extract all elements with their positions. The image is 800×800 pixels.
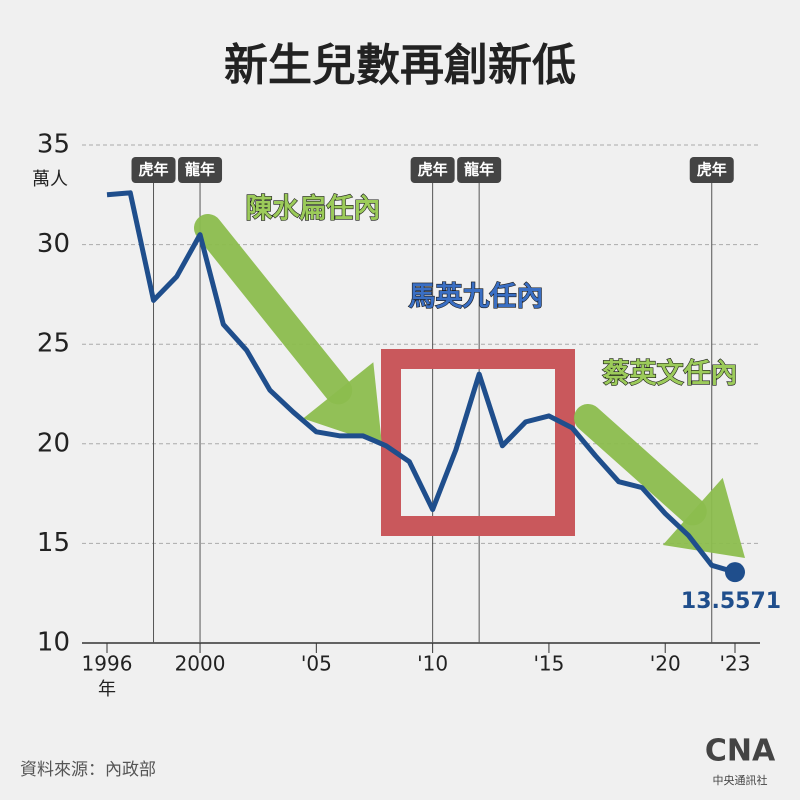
data-line xyxy=(106,190,736,575)
marker-label: 龍年 xyxy=(464,161,494,179)
period-box xyxy=(381,349,575,536)
x-tick-label: '15 xyxy=(533,652,564,676)
y-unit: 萬人 xyxy=(32,169,68,190)
value-label: 13.5571 xyxy=(681,589,781,614)
x-tick-label: '20 xyxy=(650,652,681,676)
logo: CNA xyxy=(705,734,776,769)
source: 資料來源：內政部 xyxy=(20,760,156,780)
x-tick-label: '05 xyxy=(301,652,332,676)
end-point xyxy=(725,562,745,583)
y-tick-label: 15 xyxy=(37,528,70,558)
chart-title: 新生兒數再創新低 xyxy=(224,40,576,91)
logo-label: 中央通訊社 xyxy=(713,773,768,787)
x-tick-label: '23 xyxy=(720,652,751,676)
period-label: 蔡英文任內 xyxy=(603,358,738,390)
arrow-head xyxy=(303,362,382,445)
marker-label: 虎年 xyxy=(697,161,727,179)
marker-box xyxy=(410,157,455,183)
y-tick-label: 35 xyxy=(37,130,70,160)
marker-label: 虎年 xyxy=(139,161,169,179)
marker-box xyxy=(131,157,176,183)
arrow-shaft xyxy=(194,214,353,405)
x-tick-label: 2000 xyxy=(175,652,226,676)
arrow-head xyxy=(662,477,745,558)
period-label: 馬英九任內 xyxy=(409,282,544,313)
marker-box xyxy=(689,157,734,183)
marker-label: 龍年 xyxy=(185,161,215,179)
period-label: 陳水扁任內 xyxy=(246,194,381,225)
y-tick-label: 20 xyxy=(37,428,70,458)
x-tick-label: 1996 xyxy=(82,652,133,676)
arrow-shaft xyxy=(574,404,707,526)
y-tick-label: 10 xyxy=(37,628,70,658)
x-tick-label: '10 xyxy=(417,652,448,676)
x-unit: 年 xyxy=(98,679,116,700)
y-tick-label: 25 xyxy=(37,329,70,359)
marker-box xyxy=(178,157,223,183)
y-tick-label: 30 xyxy=(37,229,70,259)
marker-label: 虎年 xyxy=(418,161,448,179)
marker-box xyxy=(457,157,502,183)
